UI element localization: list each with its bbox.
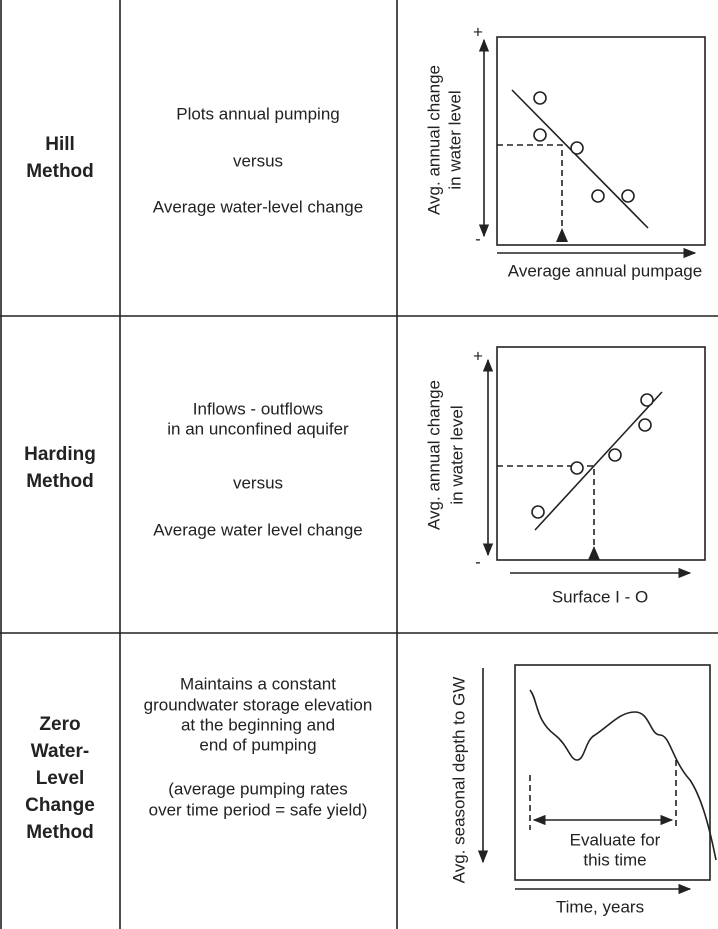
method: Zero <box>39 714 80 735</box>
method: Method <box>26 471 94 492</box>
method: Method <box>26 822 94 843</box>
plus: + <box>473 346 483 365</box>
annotation: Evaluate for <box>570 830 661 849</box>
y-label: Avg. seasonal depth to GW <box>449 677 468 884</box>
description: Maintains a constant <box>180 674 336 693</box>
minus: - <box>475 229 481 248</box>
description: versus <box>233 473 283 492</box>
method: Harding <box>24 444 96 465</box>
description: (average pumping rates <box>168 779 348 798</box>
x-label: Surface I - O <box>552 587 648 606</box>
x-label: Time, years <box>556 897 644 916</box>
description: Inflows - outflows <box>193 399 323 418</box>
plus: + <box>473 22 483 41</box>
description: end of pumping <box>199 735 316 754</box>
description: Average water-level change <box>153 197 363 216</box>
method: Level <box>36 768 85 789</box>
x-label: Average annual pumpage <box>508 261 702 280</box>
y-label: Avg. annual change <box>424 380 443 530</box>
description: over time period = safe yield) <box>149 800 368 819</box>
plot <box>477 664 717 895</box>
y-label: in water level <box>447 405 466 504</box>
description: in an unconfined aquifer <box>167 419 349 438</box>
method: Change <box>25 795 95 816</box>
method: Hill <box>45 134 75 155</box>
minus: - <box>475 552 481 571</box>
method: Method <box>26 161 94 182</box>
method: Water- <box>31 741 89 762</box>
y-label: in water level <box>445 90 464 189</box>
description: groundwater storage elevation <box>144 695 373 714</box>
description: Average water level change <box>153 520 363 539</box>
description: versus <box>233 151 283 170</box>
y-label: Avg. annual change <box>424 65 443 215</box>
plot <box>482 346 706 579</box>
description: at the beginning and <box>181 715 335 734</box>
description: Plots annual pumping <box>176 104 340 123</box>
plot <box>478 36 706 259</box>
annotation: this time <box>583 850 646 869</box>
